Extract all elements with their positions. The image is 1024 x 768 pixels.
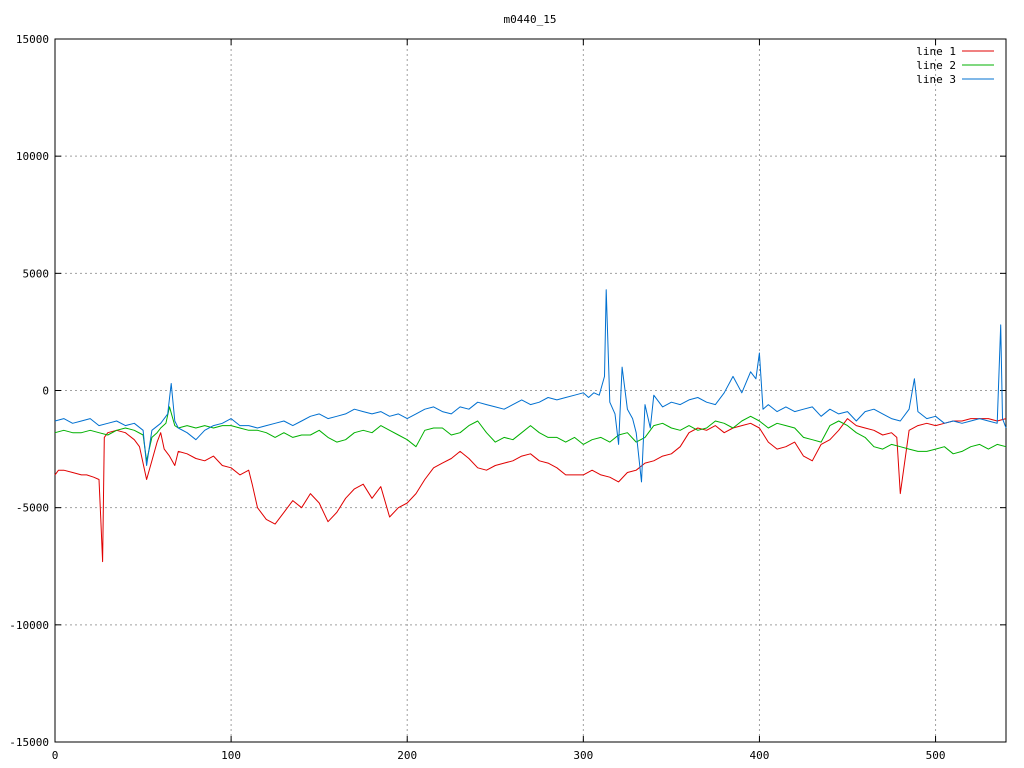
y-tick-label: 0 (42, 385, 49, 398)
x-tick-label: 200 (397, 749, 417, 762)
x-tick-label: 0 (52, 749, 59, 762)
y-tick-label: 5000 (23, 267, 50, 280)
x-tick-label: 100 (221, 749, 241, 762)
chart-title: m0440_15 (504, 13, 557, 26)
y-tick-label: -15000 (9, 736, 49, 749)
legend-label-1: line 1 (916, 45, 956, 58)
x-tick-label: 300 (573, 749, 593, 762)
series-line-1 (54, 418, 1007, 563)
legend-label-2: line 2 (916, 59, 956, 72)
axis-ticks: 0 100 200 300 400 500 -15000 -10000 -5000 0 5000 10… (9, 33, 1006, 762)
y-tick-label: -10000 (9, 619, 49, 632)
y-tick-label: 10000 (16, 150, 49, 163)
y-tick-label: 15000 (16, 33, 49, 46)
grid (55, 39, 1006, 742)
series-line-2 (54, 406, 1007, 462)
series-group (54, 289, 1007, 563)
y-tick-label: -5000 (16, 502, 49, 515)
legend-label-3: line 3 (916, 73, 956, 86)
series-line-3 (54, 289, 1007, 483)
x-tick-label: 500 (926, 749, 946, 762)
x-tick-label: 400 (750, 749, 770, 762)
